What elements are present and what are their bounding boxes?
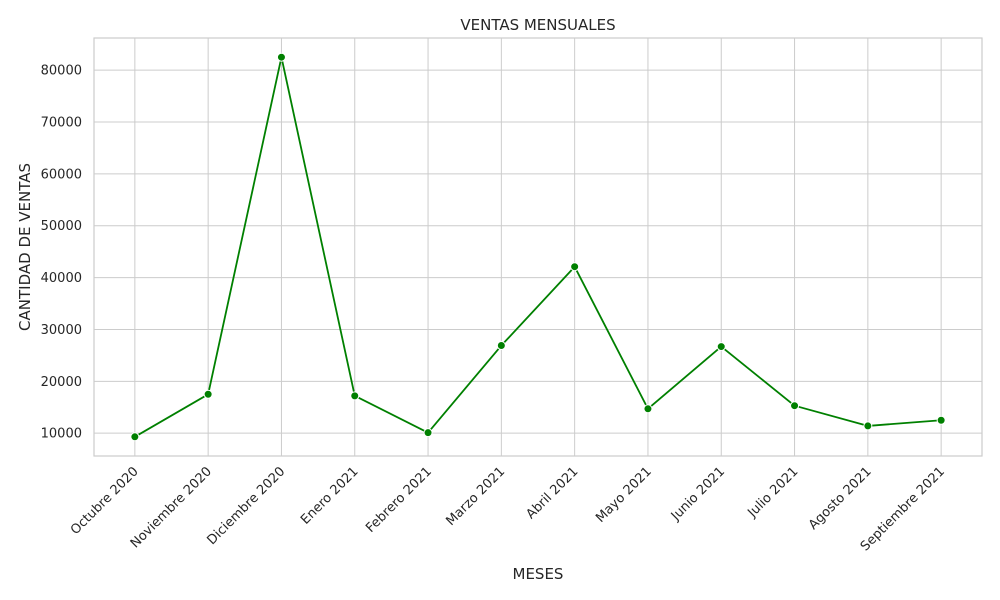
x-tick-label: Mayo 2021 (593, 464, 655, 526)
y-tick-label: 10000 (41, 427, 82, 442)
data-point (936, 415, 946, 425)
x-tick-label: Diciembre 2020 (204, 464, 288, 548)
data-point (496, 341, 506, 351)
x-tick-label: Octubre 2020 (68, 464, 142, 538)
data-point (863, 421, 873, 431)
series-layer (130, 52, 946, 442)
y-tick-label: 30000 (41, 323, 82, 338)
x-tick-label: Junio 2021 (668, 464, 728, 524)
x-tick-label: Agosto 2021 (806, 464, 875, 533)
data-point (130, 432, 140, 442)
chart-title: VENTAS MENSUALES (460, 16, 615, 34)
plot-frame (93, 37, 983, 457)
data-point (276, 52, 286, 62)
y-tick-label: 20000 (41, 375, 82, 390)
y-tick-label: 80000 (41, 64, 82, 79)
data-point (643, 404, 653, 414)
x-tick-label: Julio 2021 (744, 464, 801, 521)
y-tick-label: 50000 (41, 219, 82, 234)
data-point (790, 401, 800, 411)
x-axis-label: MESES (513, 565, 564, 583)
y-grid (94, 69, 982, 434)
data-point (570, 262, 580, 272)
data-point (350, 391, 360, 401)
y-tick-label: 40000 (41, 271, 82, 286)
y-axis-label: CANTIDAD DE VENTAS (16, 163, 34, 331)
y-tick-label: 70000 (41, 116, 82, 131)
data-point (423, 428, 433, 438)
x-tick-label: Enero 2021 (298, 464, 361, 527)
series-line (134, 56, 942, 438)
x-tick-label: Febrero 2021 (363, 464, 435, 536)
x-tick-label: Noviembre 2020 (128, 464, 215, 551)
y-tick-label: 60000 (41, 167, 82, 182)
x-grid (134, 38, 942, 456)
x-tick-label: Marzo 2021 (443, 464, 508, 529)
data-point (203, 389, 213, 399)
x-tick-label: Abril 2021 (524, 464, 582, 522)
data-point (716, 342, 726, 352)
y-tick-labels: 10000 20000 30000 40000 50000 60000 70000 80000 (41, 64, 82, 442)
